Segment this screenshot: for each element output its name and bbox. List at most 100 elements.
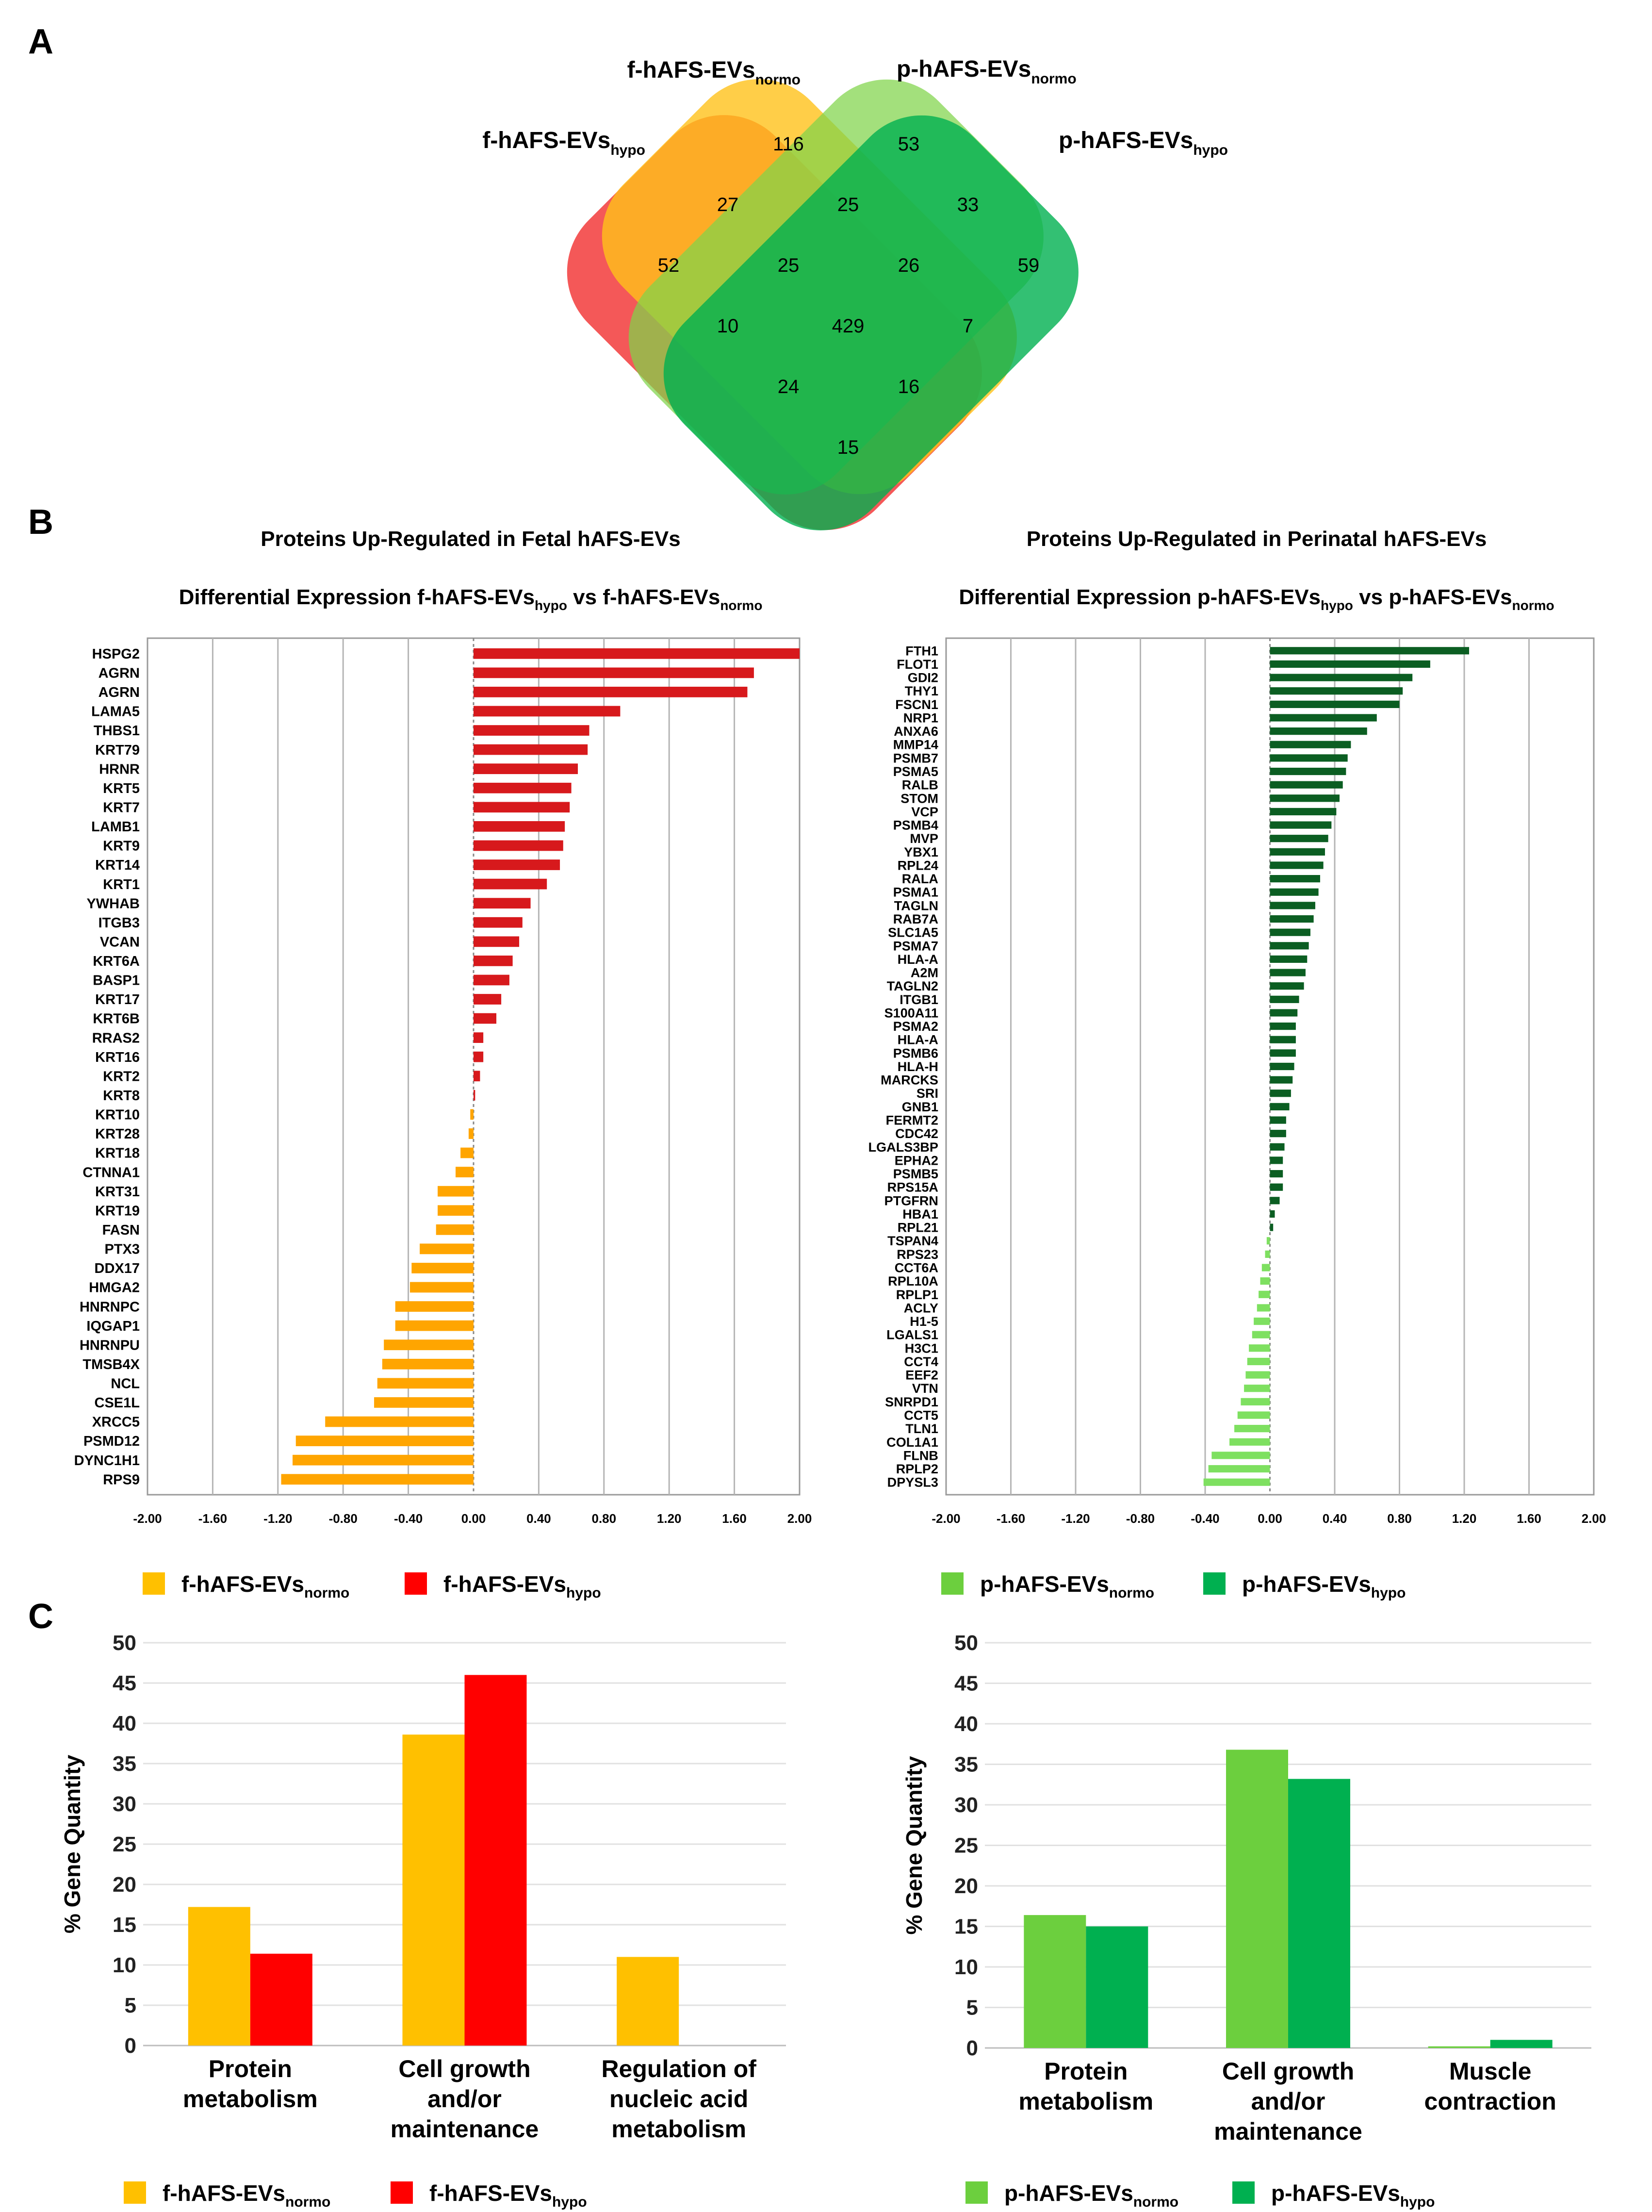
perinatal-x-tick-label: 2.00 (1582, 1511, 1606, 1526)
perinatal-bar-snrpd1 (1241, 1398, 1270, 1405)
fetal-protein-label: BASP1 (93, 973, 140, 989)
fetal-bar-basp1 (474, 974, 509, 986)
fetal-go-bar-normo-2 (617, 1957, 679, 2046)
perinatal-protein-label: MARCKS (881, 1073, 938, 1088)
perinatal-bar-stom (1270, 794, 1340, 802)
fetal-protein-label: FASN (102, 1222, 140, 1238)
perinatal-bar-s100a11 (1270, 1009, 1298, 1017)
perinatal-protein-label: CCT4 (904, 1354, 938, 1369)
fetal-legend-label-normo: f-hAFS-EVsnormo (181, 1571, 349, 1601)
perinatal-protein-label: FLOT1 (897, 657, 938, 672)
fetal-protein-label: KRT6A (93, 954, 140, 969)
fetal-bar-ddx17 (411, 1263, 474, 1273)
perinatal-protein-label: PSMB5 (893, 1166, 938, 1181)
perinatal-bar-gdi2 (1270, 674, 1413, 681)
fetal-x-tick-label: 0.00 (461, 1511, 486, 1526)
panel-label-a: A (28, 22, 53, 61)
perinatal-go-y-tick-label: 25 (954, 1834, 978, 1858)
venn-count: 52 (658, 255, 680, 276)
perinatal-protein-label: SRI (916, 1086, 938, 1101)
perinatal-protein-label: CCT6A (895, 1260, 938, 1275)
perinatal-protein-label: PSMA7 (893, 938, 938, 953)
venn-label-p-normo: p-hAFS-EVsnormo (897, 56, 1077, 87)
fetal-x-tick-label: 0.40 (526, 1511, 551, 1526)
perinatal-protein-label: RPL21 (898, 1220, 938, 1235)
fetal-bar-ncl (377, 1378, 474, 1389)
perinatal-go-legend-label-normo: p-hAFS-EVsnormo (1004, 2180, 1178, 2210)
fetal-x-tick-label: -0.40 (394, 1511, 423, 1526)
perinatal-bar-rplp1 (1259, 1290, 1270, 1298)
perinatal-x-tick-label: -1.60 (997, 1511, 1025, 1526)
perinatal-go-bar-hypo-1 (1288, 1779, 1350, 2048)
perinatal-bar-acly (1257, 1304, 1270, 1312)
perinatal-bar-vtn (1244, 1385, 1270, 1392)
venn-count: 59 (1018, 255, 1040, 276)
fetal-bar-rras2 (474, 1032, 484, 1043)
perinatal-bar-rps15a (1270, 1183, 1283, 1191)
fetal-protein-label: KRT6B (93, 1011, 140, 1027)
fetal-bar-iqgap1 (395, 1320, 474, 1331)
fetal-bar-krt9 (474, 840, 563, 851)
fetal-bar-krt2 (474, 1071, 480, 1082)
perinatal-go-y-tick-label: 35 (954, 1753, 978, 1777)
perinatal-go-legend-label-hypo: p-hAFS-EVshypo (1271, 2180, 1435, 2210)
perinatal-bar-anxa6 (1270, 727, 1367, 735)
perinatal-protein-label: PSMB7 (893, 750, 938, 765)
perinatal-bar-tln1 (1234, 1425, 1270, 1433)
fetal-bar-krt10 (470, 1109, 474, 1120)
fetal-go-bar-hypo-1 (464, 1675, 527, 2046)
perinatal-protein-label: PSMA1 (893, 885, 938, 900)
perinatal-go-bar-hypo-2 (1490, 2040, 1553, 2048)
fetal-protein-label: XRCC5 (92, 1415, 140, 1430)
fetal-protein-label: CSE1L (95, 1395, 140, 1411)
fetal-protein-label: ITGB3 (98, 915, 140, 931)
perinatal-protein-label: ANXA6 (894, 724, 938, 739)
perinatal-bar-psma1 (1270, 888, 1319, 896)
fetal-protein-label: KRT1 (103, 877, 140, 892)
fetal-bar-hspg2 (474, 648, 800, 659)
venn-count: 7 (963, 315, 973, 337)
perinatal-bar-rpl10a (1260, 1277, 1270, 1285)
perinatal-protein-label: TAGLN2 (887, 978, 938, 993)
venn-label-f-hypo: f-hAFS-EVshypo (482, 128, 645, 158)
fetal-x-tick-label: -1.20 (263, 1511, 292, 1526)
fetal-plot-area (147, 637, 801, 1496)
perinatal-protein-label: S100A11 (884, 1005, 938, 1020)
perinatal-go-y-tick-label: 50 (954, 1631, 978, 1655)
fetal-go-y-tick-label: 35 (113, 1752, 136, 1776)
perinatal-legend-swatch-normo (941, 1572, 964, 1595)
fetal-protein-label: HNRNPU (80, 1337, 140, 1353)
fetal-protein-label: HMGA2 (89, 1280, 140, 1296)
perinatal-bar-psma5 (1270, 767, 1346, 776)
fetal-protein-label: HRNR (99, 761, 140, 777)
fetal-protein-label: IQGAP1 (86, 1319, 140, 1334)
perinatal-go-bar-hypo-0 (1086, 1926, 1148, 2048)
perinatal-go-bar-normo-1 (1226, 1750, 1288, 2048)
perinatal-protein-label: HLA-H (898, 1059, 938, 1074)
perinatal-protein-label: GDI2 (908, 670, 938, 685)
fetal-bar-vcan (474, 936, 520, 947)
perinatal-gene-quantity-chart: 0 5 10 15 20 25 30 35 40 45 50 % Gene Quantity Prote… (901, 1631, 1591, 2210)
perinatal-bar-psmb4 (1270, 821, 1332, 829)
fetal-protein-label: KRT14 (95, 858, 140, 873)
perinatal-go-y-tick-label: 15 (954, 1915, 978, 1939)
perinatal-bar-psma2 (1270, 1022, 1296, 1030)
perinatal-bar-flot1 (1270, 660, 1430, 668)
fetal-chart-title: Proteins Up-Regulated in Fetal hAFS-EVs (261, 527, 680, 551)
fetal-bar-psmd12 (295, 1436, 474, 1446)
fetal-go-category-label: Protein (209, 2055, 292, 2082)
fetal-go-legend-label-normo: f-hAFS-EVsnormo (163, 2180, 330, 2210)
perinatal-bar-h3c1 (1249, 1344, 1270, 1352)
perinatal-protein-label: TSPAN4 (887, 1233, 938, 1248)
perinatal-bar-tspan4 (1266, 1237, 1270, 1245)
perinatal-protein-label: PSMB4 (893, 818, 938, 833)
perinatal-protein-label: HBA1 (902, 1206, 938, 1222)
fetal-bar-rps9 (281, 1474, 474, 1485)
fetal-legend-swatch-normo (143, 1572, 165, 1595)
fetal-protein-label: HNRNPC (80, 1299, 140, 1315)
perinatal-protein-label: RALB (902, 777, 938, 792)
fetal-protein-label: AGRN (98, 666, 140, 681)
perinatal-bar-psma7 (1270, 942, 1309, 950)
fetal-x-tick-label: 0.80 (591, 1511, 616, 1526)
fetal-bar-ptx3 (420, 1243, 474, 1255)
